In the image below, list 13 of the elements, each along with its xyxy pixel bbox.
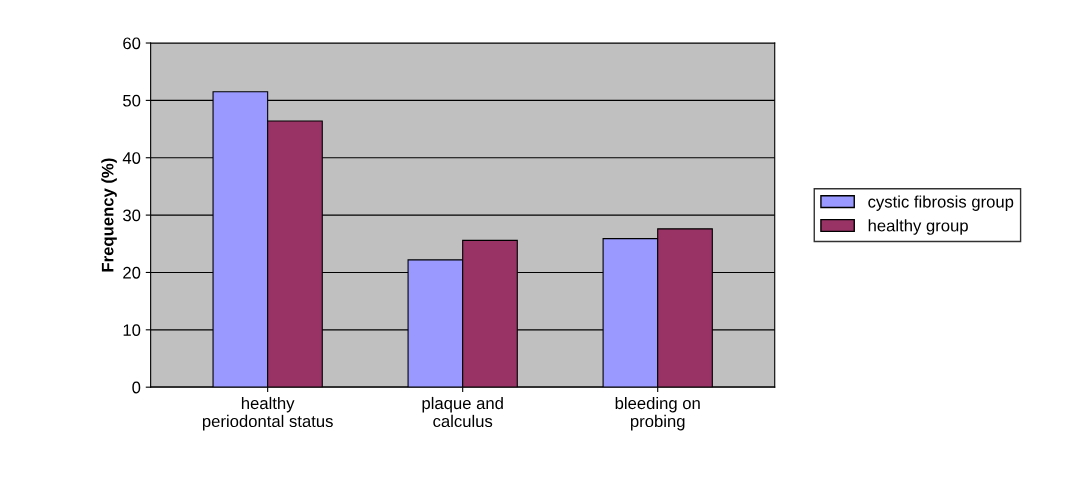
y-tick-label: 10 [123,324,141,337]
y-axis-title: Frequency (%) [101,158,117,272]
y-tick-label: 30 [123,209,141,222]
y-tick-label: 50 [123,94,141,107]
legend-label: cystic fibrosis group [868,195,1014,211]
x-tick-label: plaque and calculus [422,396,503,428]
y-tick-label: 40 [122,152,141,164]
y-tick-label: 20 [123,266,141,279]
y-tick-label: 0 [132,381,141,394]
legend-label: healthy group [868,219,968,235]
x-tick-label: bleeding on probing [615,396,700,431]
y-tick-label: 60 [123,37,141,50]
x-tick-label: healthy periodontal status [202,396,333,431]
